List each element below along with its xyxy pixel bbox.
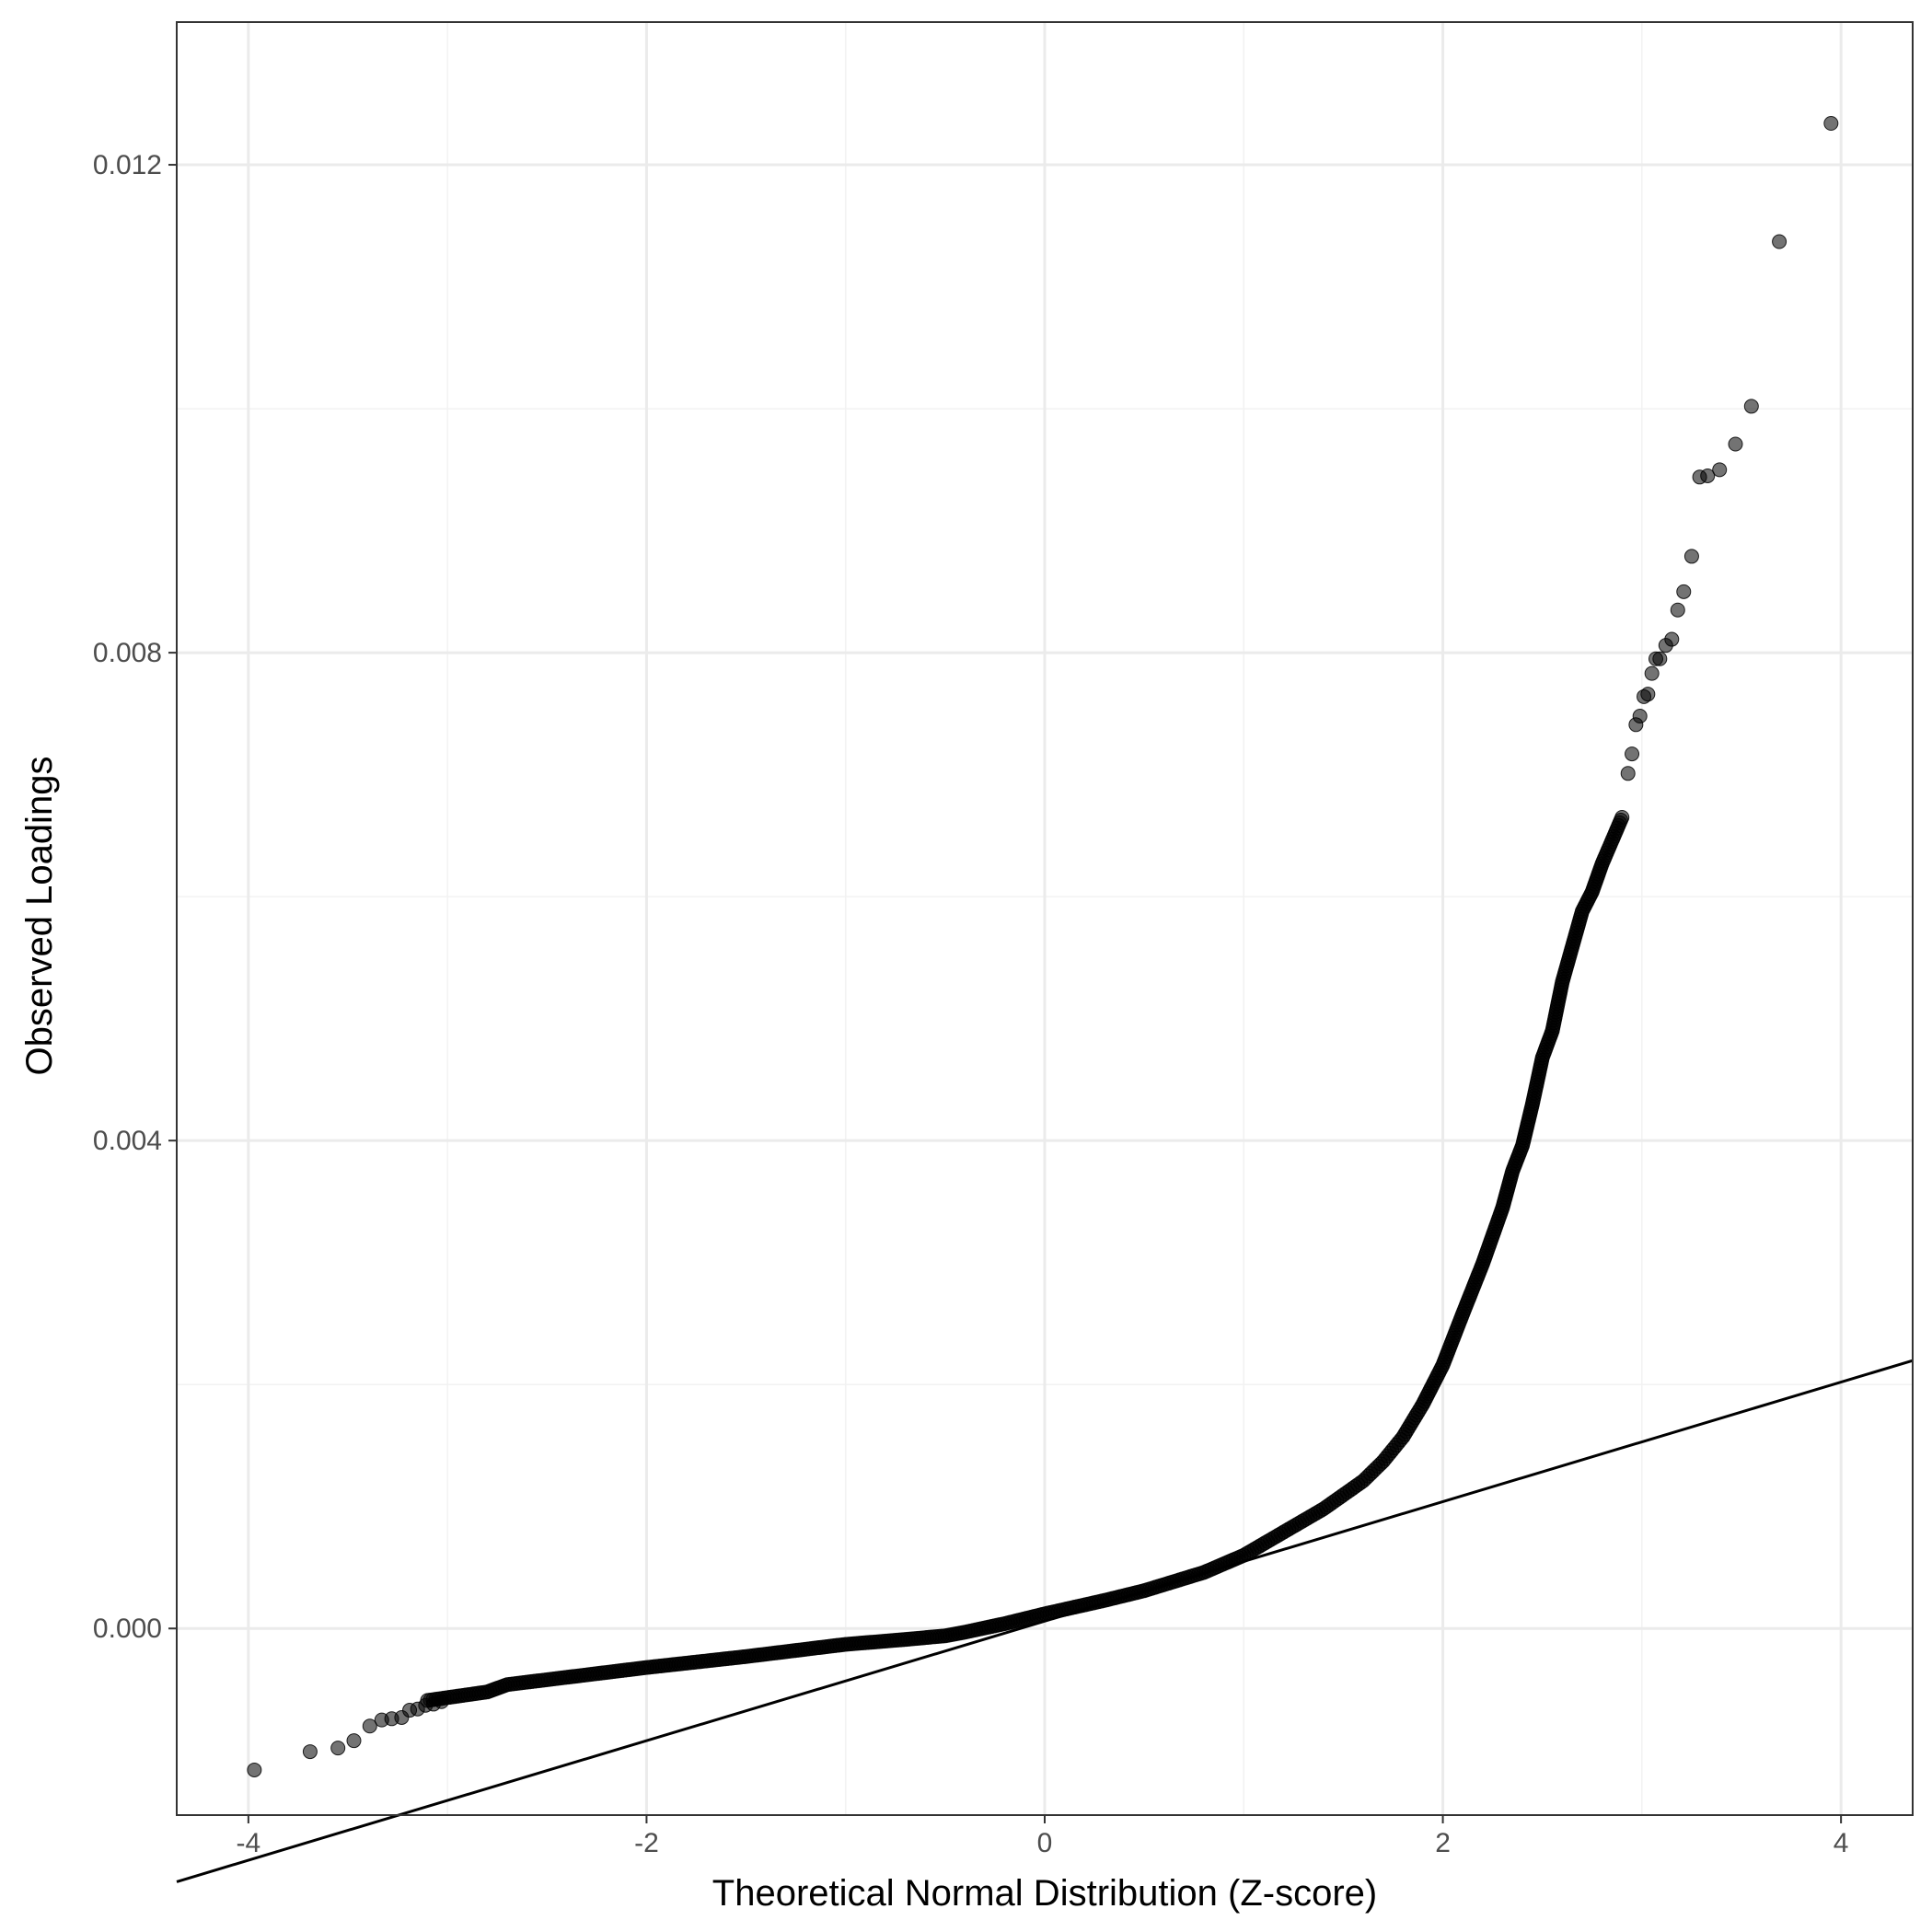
x-tick-label: -2	[634, 1828, 659, 1858]
data-point	[1625, 746, 1640, 762]
data-point	[1692, 469, 1707, 485]
data-point	[302, 1744, 318, 1760]
data-point	[1628, 717, 1644, 733]
data-point	[1658, 638, 1673, 654]
data-point	[434, 1694, 449, 1709]
data-point	[1620, 766, 1636, 781]
y-axis-title: Observed Loadings	[19, 757, 60, 1076]
grid-layer	[177, 22, 1913, 1815]
data-point	[1683, 549, 1699, 564]
y-tick-label: 0.004	[93, 1126, 162, 1156]
y-tick-label: 0.012	[93, 150, 162, 180]
x-axis-title: Theoretical Normal Distribution (Z-score…	[712, 1873, 1377, 1914]
data-point	[1823, 115, 1839, 131]
y-tick-label: 0.000	[93, 1614, 162, 1644]
data-point	[1648, 651, 1663, 666]
data-point	[346, 1733, 362, 1749]
data-point	[362, 1718, 377, 1734]
data-point	[1614, 810, 1630, 826]
data-point	[247, 1762, 262, 1777]
data-point	[1728, 436, 1743, 452]
x-tick-label: 0	[1037, 1828, 1053, 1858]
data-point	[1637, 688, 1652, 704]
data-point	[1772, 234, 1787, 249]
x-tick-label: 2	[1435, 1828, 1451, 1858]
data-point	[1670, 602, 1685, 618]
data-point	[1712, 462, 1728, 478]
data-point	[1676, 584, 1692, 599]
x-tick-label: -4	[237, 1828, 261, 1858]
x-tick-label: 4	[1834, 1828, 1849, 1858]
data-point	[1644, 665, 1660, 681]
axes-layer: -4 -2 0 2 4 0.000 0.004 0.008 0.012	[93, 150, 1849, 1858]
y-tick-label: 0.008	[93, 638, 162, 668]
points-layer	[247, 115, 1839, 1777]
data-point	[330, 1741, 346, 1756]
data-point	[1743, 399, 1759, 414]
